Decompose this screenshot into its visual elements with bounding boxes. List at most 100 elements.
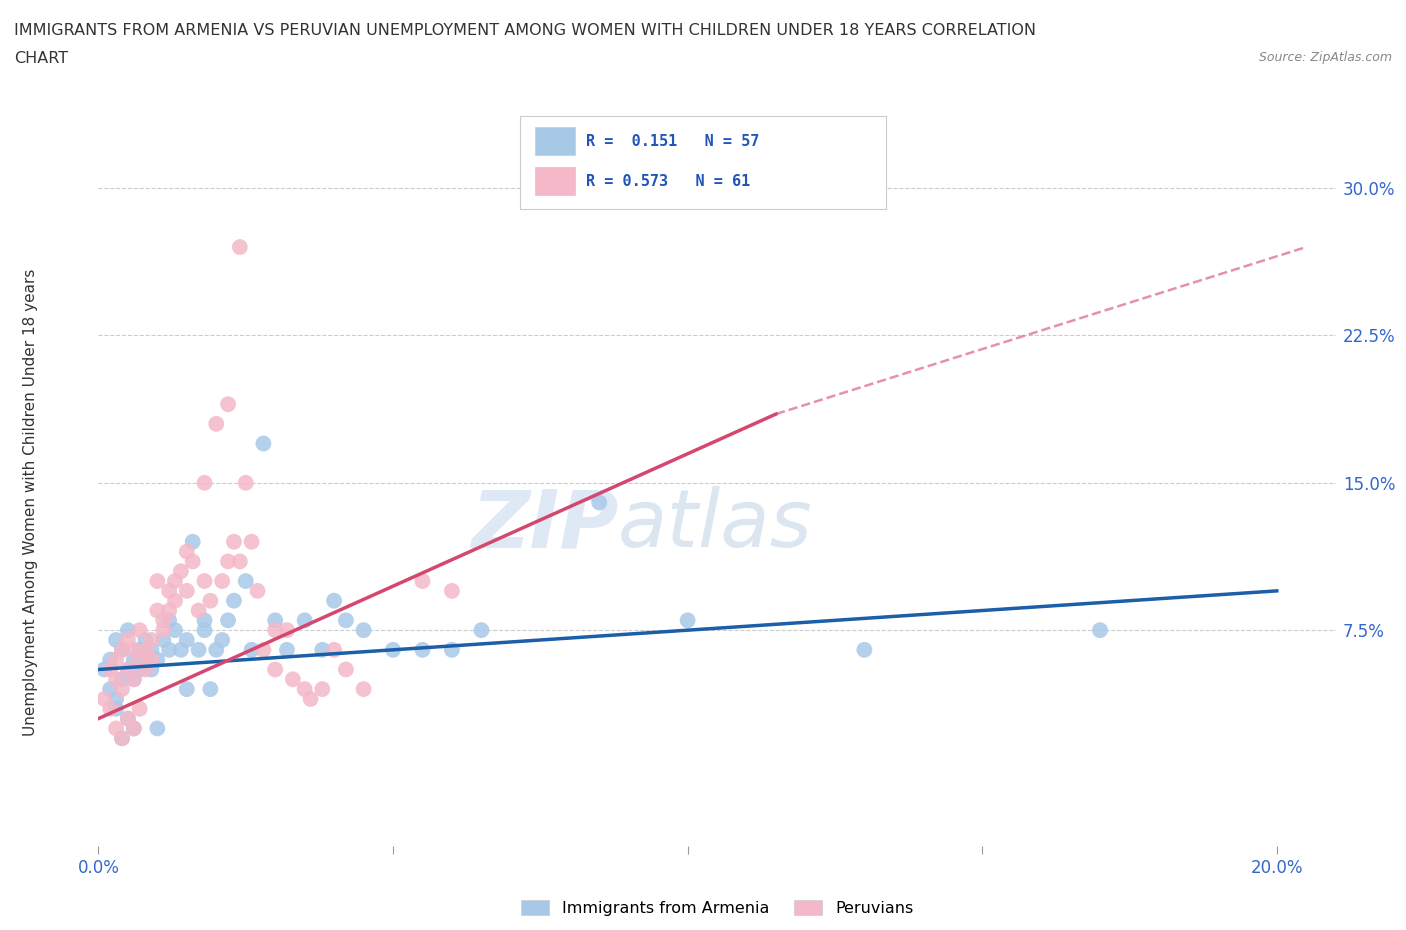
Text: R =  0.151   N = 57: R = 0.151 N = 57 [586,134,759,149]
Peruvians [93,692,115,707]
Immigrants from Armenia [1088,623,1111,638]
Immigrants from Armenia [276,643,298,658]
Peruvians [122,643,145,658]
Peruvians [152,623,174,638]
Peruvians [157,583,180,598]
Peruvians [146,603,169,618]
Peruvians [252,643,274,658]
Peruvians [122,721,145,736]
Immigrants from Armenia [187,643,209,658]
Peruvians [281,671,304,686]
Peruvians [276,623,298,638]
Immigrants from Armenia [193,613,215,628]
Peruvians [98,662,121,677]
Immigrants from Armenia [382,643,405,658]
Peruvians [264,662,287,677]
Immigrants from Armenia [411,643,433,658]
Immigrants from Armenia [146,652,169,667]
Immigrants from Armenia [264,613,287,628]
Immigrants from Armenia [146,721,169,736]
Peruvians [323,643,346,658]
Peruvians [141,652,163,667]
Peruvians [264,623,287,638]
Peruvians [105,671,128,686]
Immigrants from Armenia [157,643,180,658]
Peruvians [440,583,463,598]
Immigrants from Armenia [128,643,150,658]
Peruvians [335,662,357,677]
Immigrants from Armenia [440,643,463,658]
Text: atlas: atlas [619,486,813,565]
Text: Unemployment Among Women with Children Under 18 years: Unemployment Among Women with Children U… [24,269,38,736]
Immigrants from Armenia [217,613,239,628]
Text: CHART: CHART [14,51,67,66]
Immigrants from Armenia [105,701,128,716]
Peruvians [229,240,252,255]
Immigrants from Armenia [105,632,128,647]
Peruvians [128,652,150,667]
Peruvians [240,535,263,550]
Peruvians [217,397,239,412]
Peruvians [128,701,150,716]
Peruvians [128,623,150,638]
Peruvians [105,652,128,667]
Peruvians [111,731,134,746]
Immigrants from Armenia [152,632,174,647]
Immigrants from Armenia [157,613,180,628]
Peruvians [117,632,139,647]
Peruvians [200,593,222,608]
Immigrants from Armenia [93,662,115,677]
Peruvians [163,593,186,608]
Immigrants from Armenia [335,613,357,628]
Bar [534,167,575,195]
Immigrants from Armenia [117,662,139,677]
Peruvians [117,662,139,677]
Immigrants from Armenia [252,436,274,451]
Peruvians [235,475,257,490]
Peruvians [411,574,433,589]
Peruvians [211,574,233,589]
Peruvians [163,574,186,589]
Immigrants from Armenia [294,613,316,628]
Text: IMMIGRANTS FROM ARMENIA VS PERUVIAN UNEMPLOYMENT AMONG WOMEN WITH CHILDREN UNDER: IMMIGRANTS FROM ARMENIA VS PERUVIAN UNEM… [14,23,1036,38]
Text: R = 0.573   N = 61: R = 0.573 N = 61 [586,174,751,189]
Peruvians [117,711,139,726]
Bar [534,127,575,155]
Immigrants from Armenia [111,643,134,658]
Immigrants from Armenia [240,643,263,658]
Immigrants from Armenia [176,682,198,697]
Immigrants from Armenia [323,593,346,608]
Immigrants from Armenia [676,613,699,628]
Peruvians [193,475,215,490]
Immigrants from Armenia [311,643,333,658]
Peruvians [141,632,163,647]
Immigrants from Armenia [98,652,121,667]
Peruvians [111,682,134,697]
Peruvians [311,682,333,697]
Immigrants from Armenia [117,623,139,638]
Immigrants from Armenia [135,652,157,667]
Peruvians [353,682,375,697]
Immigrants from Armenia [181,535,204,550]
Peruvians [98,701,121,716]
Peruvians [152,613,174,628]
Immigrants from Armenia [117,711,139,726]
Immigrants from Armenia [170,643,193,658]
Peruvians [176,544,198,559]
Immigrants from Armenia [470,623,492,638]
Immigrants from Armenia [122,652,145,667]
Immigrants from Armenia [853,643,876,658]
Immigrants from Armenia [163,623,186,638]
Text: Source: ZipAtlas.com: Source: ZipAtlas.com [1258,51,1392,64]
Immigrants from Armenia [111,671,134,686]
Text: ZIP: ZIP [471,486,619,565]
Peruvians [170,564,193,578]
Immigrants from Armenia [122,671,145,686]
Immigrants from Armenia [193,623,215,638]
Peruvians [246,583,269,598]
Immigrants from Armenia [176,632,198,647]
Immigrants from Armenia [200,682,222,697]
Immigrants from Armenia [98,682,121,697]
Peruvians [135,662,157,677]
Peruvians [187,603,209,618]
